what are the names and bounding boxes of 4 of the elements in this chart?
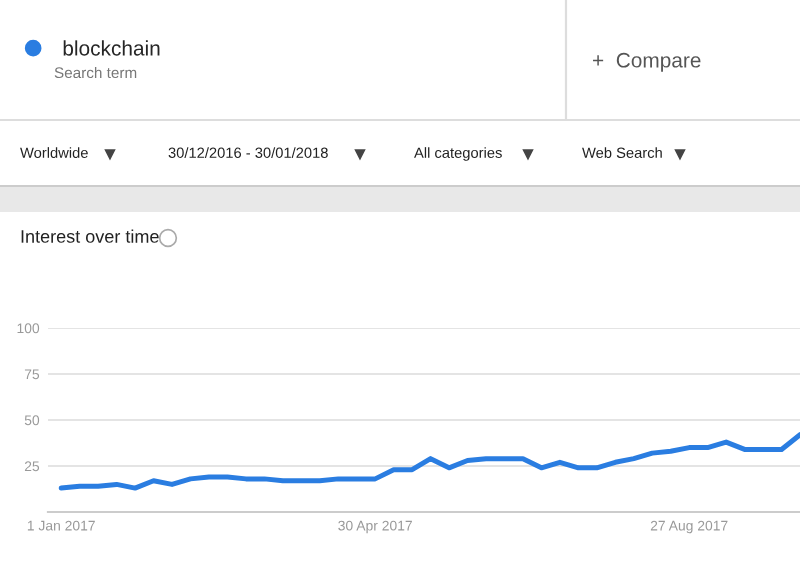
chart-title: Interest over time xyxy=(21,229,159,243)
text: + Compare xyxy=(593,52,701,72)
legend-label: blockchain xyxy=(63,40,160,56)
line-series xyxy=(58,432,800,491)
